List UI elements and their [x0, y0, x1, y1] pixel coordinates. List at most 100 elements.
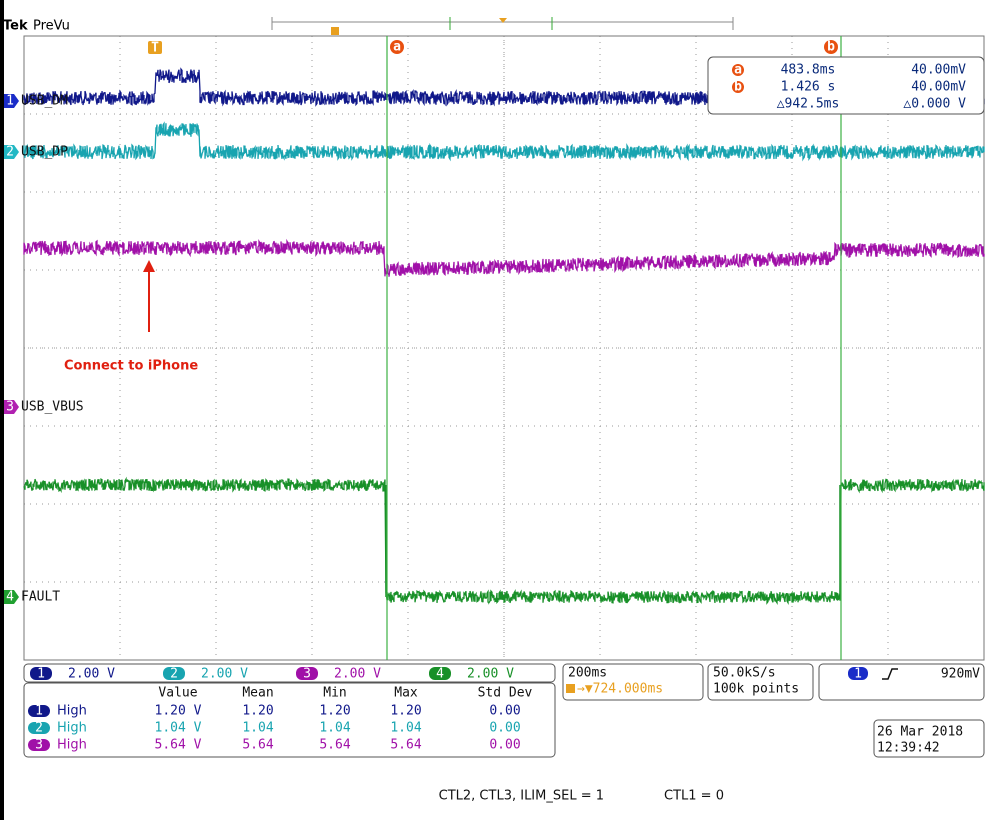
- measurement-cell: 1.04: [390, 721, 421, 736]
- readout-a-icon: [732, 64, 744, 76]
- column-header: Value: [158, 686, 197, 701]
- channel-scale: 2.00 V: [334, 667, 381, 682]
- timebase-delay: →▼724.000ms: [577, 682, 663, 697]
- waveforms: [23, 67, 985, 605]
- delay-icon: [566, 684, 575, 693]
- column-header: Max: [394, 686, 418, 701]
- graticule: [24, 36, 984, 660]
- channel-label: FAULT: [21, 590, 60, 605]
- channel-scale-bar: [23, 663, 556, 683]
- channel-labels: 1 USB_DM 2 USB_DP 3 USB_VBUS 4 FAULT: [4, 94, 84, 605]
- trigger-marker-label: T: [151, 41, 159, 56]
- annotation: Connect to iPhone: [64, 359, 198, 374]
- channel-marker: [4, 400, 19, 414]
- channel-badge: [30, 667, 52, 680]
- channel-marker: [4, 145, 19, 159]
- timebase-scale: 200ms: [568, 666, 607, 681]
- readout-a-voltage: 40.00mV: [911, 63, 966, 78]
- channel-scale: 2.00 V: [201, 667, 248, 682]
- measurement-cell: 1.20: [390, 704, 421, 719]
- measurement-cell: 1.20: [319, 704, 350, 719]
- cursor-a-marker: [390, 40, 404, 54]
- channel-badge-number: 1: [35, 704, 43, 719]
- measurement-cell: 5.64: [242, 738, 273, 753]
- channel-badge-number: 2: [35, 721, 43, 736]
- trigger-marker: [148, 41, 162, 54]
- channel-label: USB_DP: [21, 145, 68, 160]
- measurement-name: High: [57, 721, 87, 736]
- trigger-channel: 1: [854, 667, 862, 682]
- waveform: [23, 476, 985, 605]
- measurement-cell: 5.64: [390, 738, 421, 753]
- caption-right: CTL1 = 0: [664, 789, 724, 804]
- measurements: Value Mean Min Max Std Dev 1 High 1.20 V 1.20 1.2…: [28, 686, 533, 753]
- waveform: [23, 121, 985, 162]
- readout-delta-time: △942.5ms: [777, 97, 840, 112]
- date: 26 Mar 2018: [877, 725, 963, 740]
- measurements-panel: [23, 682, 556, 758]
- acquisition-panel: [707, 663, 814, 701]
- measurement-cell: 0.00: [489, 721, 520, 736]
- measurement-cell: 1.20: [242, 704, 273, 719]
- measurement-cell: 1.20 V: [155, 704, 202, 719]
- brand: Tek: [3, 19, 28, 34]
- channel-number: 3: [6, 400, 14, 415]
- measurement-cell: 1.04: [319, 721, 350, 736]
- column-header: Std Dev: [478, 686, 533, 701]
- measurement-cell: 0.00: [489, 738, 520, 753]
- annotation-arrowhead: [143, 260, 155, 272]
- timebase-panel: [562, 663, 704, 701]
- channel-badge-number: 3: [35, 738, 43, 753]
- column-header: Min: [323, 686, 346, 701]
- trigger-slope: [882, 668, 898, 680]
- readout-b-marker: b: [734, 80, 742, 95]
- channel-badge: [28, 739, 50, 751]
- measurement-name: High: [57, 704, 87, 719]
- channel-label: USB_DM: [21, 94, 68, 109]
- channel-badge-number: 3: [303, 667, 311, 682]
- left-border: [0, 0, 4, 820]
- trigger-channel-icon: [848, 667, 868, 680]
- readout-delta-voltage: △0.000 V: [903, 97, 966, 112]
- measurement-cell: 5.64 V: [155, 738, 202, 753]
- channel-number: 2: [6, 145, 14, 160]
- cursor-a-label: a: [393, 40, 401, 55]
- channel-badge-number: 4: [436, 667, 444, 682]
- readout-a-time: 483.8ms: [781, 63, 836, 78]
- measurement-cell: 5.64: [319, 738, 350, 753]
- cursor-b-label: b: [827, 40, 835, 55]
- waveform: [23, 238, 985, 277]
- channel-scales: 1 2.00 V 2 2.00 V 3 2.00 V 4 2.00 V: [30, 667, 514, 682]
- record-view: [271, 17, 734, 35]
- channel-number: 4: [6, 590, 14, 605]
- readout-b-time: 1.426 s: [781, 80, 836, 95]
- datetime-panel: [873, 719, 985, 758]
- graticule-frame: [23, 35, 985, 661]
- channel-marker: [4, 590, 19, 604]
- channel-badge-number: 1: [37, 667, 45, 682]
- caption-left: CTL2, CTL3, ILIM_SEL = 1: [439, 789, 604, 804]
- trigger-level: 920mV: [941, 667, 980, 682]
- time: 12:39:42: [877, 741, 940, 756]
- channel-badge: [163, 667, 185, 680]
- cursor-readout: [707, 56, 985, 115]
- sample-rate: 50.0kS/s: [713, 666, 776, 681]
- channel-badge-number: 2: [170, 667, 178, 682]
- channel-number: 1: [6, 94, 14, 109]
- channel-badge: [28, 705, 50, 717]
- channel-badge: [429, 667, 451, 680]
- channel-scale: 2.00 V: [68, 667, 115, 682]
- measurement-cell: 1.04: [242, 721, 273, 736]
- readout-a-marker: a: [734, 63, 742, 78]
- mode: PreVu: [33, 19, 70, 34]
- channel-badge: [296, 667, 318, 680]
- measurement-name: High: [57, 738, 87, 753]
- readout-b-voltage: 40.00mV: [911, 80, 966, 95]
- channel-marker: [4, 94, 19, 108]
- channel-label: USB_VBUS: [21, 400, 84, 415]
- channel-scale: 2.00 V: [467, 667, 514, 682]
- cursor-b-marker: [824, 40, 838, 54]
- column-header: Mean: [242, 686, 273, 701]
- measurement-cell: 1.04 V: [155, 721, 202, 736]
